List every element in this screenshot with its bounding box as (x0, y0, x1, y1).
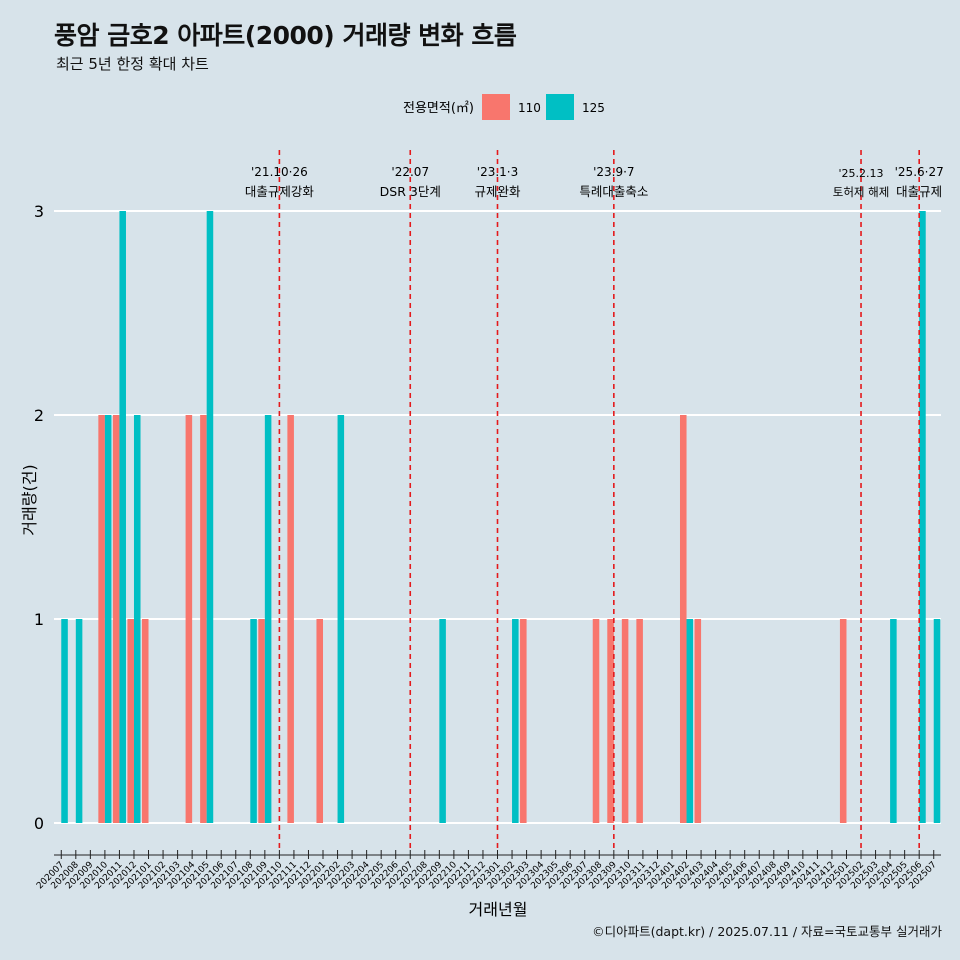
legend-key-110 (482, 94, 510, 120)
bar-125-202012 (133, 415, 141, 823)
bar-110-202109 (258, 619, 265, 823)
bar-110-202010 (98, 415, 105, 823)
bar-110-202101 (141, 619, 149, 823)
bars (61, 211, 941, 823)
bar-125-202010 (104, 415, 112, 823)
y-tick-label: 3 (34, 202, 44, 221)
event-date: '23.1·3 (477, 165, 518, 179)
bar-110-202201 (316, 619, 324, 823)
legend-key-125 (546, 94, 574, 120)
bar-125-202506 (919, 211, 926, 823)
bar-110-202309 (607, 619, 614, 823)
bar-110-202012 (127, 619, 134, 823)
legend-label-110: 110 (518, 101, 541, 115)
axes: 0123202007202008202009202010202011202012… (34, 202, 941, 891)
legend: 전용면적(㎡) 110 125 (403, 94, 605, 120)
bar-125-202507 (933, 619, 941, 823)
legend-title: 전용면적(㎡) (403, 101, 474, 116)
bar-125-202008 (75, 619, 83, 823)
bar-125-202202 (337, 415, 345, 823)
bar-125-202007 (61, 619, 68, 823)
bar-125-202105 (206, 211, 214, 823)
event-date: '22.07 (391, 165, 429, 179)
legend-label-125: 125 (582, 101, 605, 115)
event-label: 규제완화 (474, 184, 521, 199)
y-axis-label: 거래량(건) (20, 464, 39, 535)
bar-110-202501 (839, 619, 847, 823)
y-tick-label: 1 (34, 610, 44, 629)
bar-125-202108 (250, 619, 257, 823)
bar-110-202011 (112, 415, 120, 823)
chart-subtitle: 최근 5년 한정 확대 차트 (56, 55, 209, 73)
bar-125-202302 (512, 619, 519, 823)
bar-110-202105 (200, 415, 207, 823)
event-label: 특례대출축소 (579, 184, 648, 199)
bar-125-202402 (686, 619, 694, 823)
bar-110-202402 (679, 415, 687, 823)
event-markers: '21.10·26 대출규제강화 '22.07 DSR 3단계 '23.1·3 규제완화 '… (245, 150, 944, 850)
x-axis-label: 거래년월 (469, 900, 528, 919)
event-label: 대출규제강화 (245, 184, 315, 199)
event-date: '25.2.13 (839, 167, 884, 180)
bar-125-202011 (119, 211, 126, 823)
event-date: '21.10·26 (251, 165, 308, 179)
bar-125-202209 (439, 619, 446, 823)
bar-110-202111 (287, 415, 294, 823)
bar-110-202311 (636, 619, 643, 823)
source-caption: ©디아파트(dapt.kr) / 2025.07.11 / 자료=국토교통부 실… (592, 924, 942, 939)
bar-125-202109 (264, 415, 272, 823)
y-tick-label: 0 (34, 814, 44, 833)
event-label: 토허제 해제 (833, 185, 890, 199)
event-label: 대출규제 (896, 184, 942, 199)
bar-110-202403 (694, 619, 702, 823)
bar-110-202303 (520, 619, 527, 823)
event-date: '23.9·7 (593, 165, 634, 179)
bar-125-202504 (890, 619, 897, 823)
event-date: '25.6·27 (895, 165, 944, 179)
bar-110-202310 (621, 619, 629, 823)
chart-title: 풍암 금호2 아파트(2000) 거래량 변화 흐름 (54, 21, 517, 50)
bar-110-202308 (592, 619, 600, 823)
y-tick-label: 2 (34, 406, 44, 425)
event-label: DSR 3단계 (380, 184, 441, 199)
bar-110-202104 (185, 415, 193, 823)
